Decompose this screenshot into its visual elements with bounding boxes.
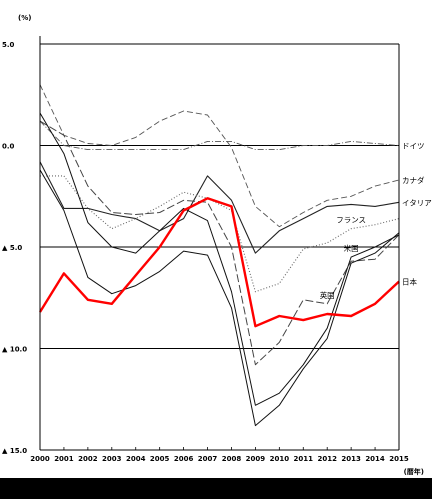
x-tick-label-2013: 2013	[341, 455, 361, 463]
y-axis-unit: (%)	[18, 14, 31, 22]
chart-background	[0, 0, 432, 478]
x-tick-label-2002: 2002	[78, 455, 98, 463]
x-tick-label-2009: 2009	[246, 455, 266, 463]
y-tick-label-0: 5.0	[2, 41, 15, 49]
x-tick-label-2000: 2000	[30, 455, 50, 463]
series-label-1: カナダ	[402, 175, 425, 185]
x-tick-label-2007: 2007	[198, 455, 218, 463]
x-tick-label-2001: 2001	[54, 455, 74, 463]
series-line-1	[39, 84, 400, 228]
series-layer	[38, 84, 400, 427]
x-tick-label-2003: 2003	[102, 455, 122, 463]
x-tick-label-2012: 2012	[317, 455, 337, 463]
x-tick-label-2014: 2014	[365, 455, 385, 463]
series-line-4	[39, 120, 400, 366]
x-tick-label-2006: 2006	[174, 455, 194, 463]
y-tick-label-2: ▲ 5.0	[2, 244, 22, 252]
series-line-2	[39, 161, 400, 254]
series-label-5: 米国	[344, 243, 359, 253]
series-label-6: 日本	[402, 277, 417, 287]
x-tick-label-2010: 2010	[270, 455, 290, 463]
x-tick-label-2015: 2015	[389, 455, 409, 463]
y-tick-label-1: 0.0	[2, 143, 15, 151]
y-tick-label-3: ▲ 10.0	[2, 346, 27, 354]
grid-layer	[40, 43, 399, 451]
y-tick-label-4: ▲ 15.0	[2, 447, 27, 455]
series-line-6	[39, 169, 400, 427]
series-label-0: ドイツ	[402, 142, 425, 151]
x-tick-label-2004: 2004	[126, 455, 146, 463]
series-label-3: フランス	[336, 216, 366, 225]
x-tick-label-2005: 2005	[150, 455, 170, 463]
x-tick-label-2008: 2008	[222, 455, 242, 463]
x-axis-unit: (暦年)	[404, 467, 424, 476]
series-label-4: 英国	[320, 290, 335, 300]
series-line-5	[39, 112, 400, 406]
x-tick-label-2011: 2011	[294, 455, 314, 463]
series-label-2: イタリア	[402, 198, 432, 207]
series-line-0	[39, 120, 400, 151]
series-line-7	[38, 197, 400, 328]
